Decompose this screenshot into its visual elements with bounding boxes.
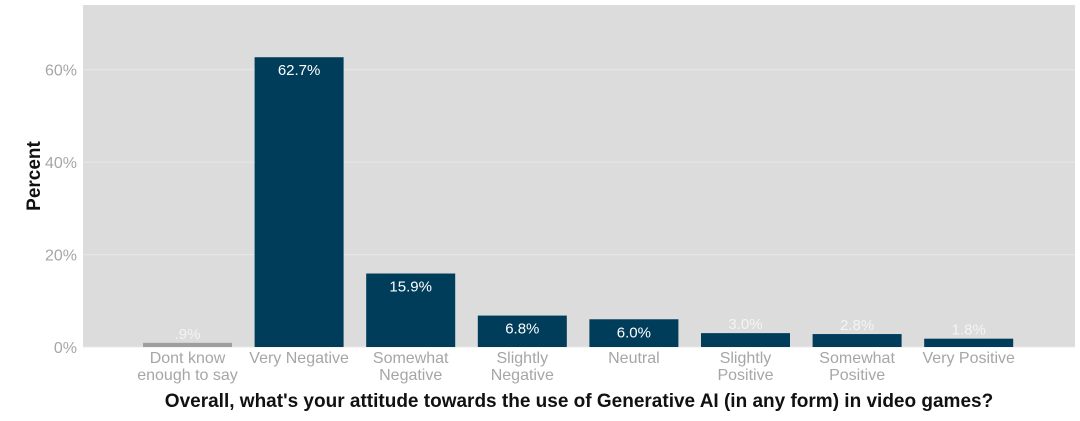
bar — [701, 333, 790, 347]
bar — [254, 57, 344, 347]
x-category-label: Very Positive — [922, 350, 1015, 367]
gridlines — [83, 69, 1075, 348]
y-axis-title: Percent — [24, 140, 45, 210]
plot-panel — [83, 5, 1075, 347]
x-category-label: Slightly — [497, 350, 549, 367]
bar — [366, 273, 456, 347]
bar-value-label: 6.8% — [505, 321, 539, 338]
bar-value-label: 62.7% — [278, 62, 321, 79]
x-category-label: Positive — [717, 367, 773, 384]
x-category-label: Somewhat — [373, 350, 449, 367]
x-category-label: Positive — [829, 367, 885, 384]
bar — [477, 315, 567, 347]
x-axis-title: Overall, what's your attitude towards th… — [165, 391, 993, 412]
x-category-label: Negative — [491, 367, 554, 384]
bar — [812, 334, 902, 347]
bar-value-label: 15.9% — [389, 279, 432, 296]
y-tick-label: 0% — [54, 340, 77, 357]
bar — [143, 342, 232, 347]
x-category-label: Dont know — [150, 350, 226, 367]
y-axis-ticks: 0% 20% 40% 60% — [45, 63, 77, 357]
x-category-label: enough to say — [137, 367, 238, 384]
x-category-label: Very Negative — [249, 350, 349, 367]
bar — [589, 319, 679, 347]
x-category-label: Negative — [379, 367, 442, 384]
bar-value-label: .9% — [175, 326, 201, 343]
y-tick-label: 20% — [45, 248, 77, 265]
bars: .9% 62.7% 15.9% 6.8% 6.0% 3.0% 2.8% 1.8% — [143, 57, 1014, 347]
bar-value-label: 2.8% — [840, 317, 874, 334]
x-category-label: Neutral — [608, 350, 660, 367]
x-category-label: Slightly — [720, 350, 772, 367]
bar-value-label: 3.0% — [728, 316, 762, 333]
y-tick-label: 60% — [45, 63, 77, 80]
y-tick-label: 40% — [45, 155, 77, 172]
bar — [924, 338, 1014, 347]
bar-value-label: 1.8% — [952, 322, 986, 339]
x-category-label: Somewhat — [819, 350, 895, 367]
bar-value-label: 6.0% — [617, 324, 651, 341]
